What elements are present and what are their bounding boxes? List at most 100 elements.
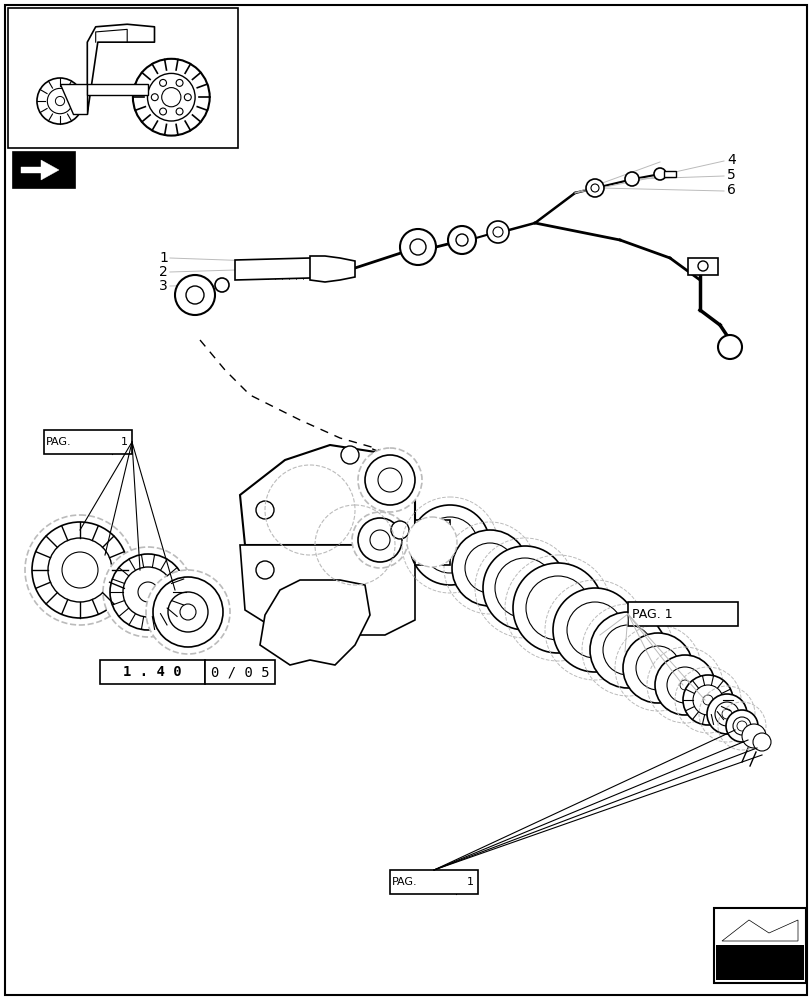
Polygon shape [240,445,414,545]
Text: PAG. 1: PAG. 1 [631,607,672,620]
Text: 0 / 0 5: 0 / 0 5 [210,665,269,679]
Circle shape [406,517,457,567]
Circle shape [495,558,554,618]
Bar [8,8,238,148]
Circle shape [752,733,770,751]
Text: 3: 3 [159,279,168,293]
Bar [663,171,676,177]
Circle shape [513,563,603,653]
Circle shape [48,538,112,602]
Circle shape [25,515,135,625]
Circle shape [702,695,712,705]
Polygon shape [234,258,318,280]
Circle shape [410,505,489,585]
Polygon shape [687,258,717,275]
Circle shape [603,625,652,675]
Circle shape [622,633,692,703]
Circle shape [400,229,436,265]
Circle shape [255,561,273,579]
Bar [44,430,132,454]
Text: 2: 2 [159,265,168,279]
Circle shape [666,667,702,703]
Circle shape [184,94,191,101]
Circle shape [255,501,273,519]
Bar [713,908,805,983]
Circle shape [161,88,181,107]
Circle shape [62,552,98,588]
Circle shape [175,275,215,315]
Polygon shape [260,580,370,665]
Circle shape [370,530,389,550]
Text: PAG.: PAG. [46,437,71,447]
Polygon shape [88,84,148,95]
Circle shape [109,554,186,630]
Text: 5: 5 [726,168,735,182]
Polygon shape [19,159,63,181]
Circle shape [176,79,182,86]
Circle shape [152,577,223,647]
Circle shape [526,576,590,640]
Circle shape [456,234,467,246]
Circle shape [180,604,195,620]
Circle shape [717,335,741,359]
Circle shape [168,592,208,632]
Circle shape [448,226,475,254]
Circle shape [682,675,732,725]
Circle shape [487,221,508,243]
Circle shape [103,547,193,637]
Circle shape [55,96,65,106]
Circle shape [138,582,158,602]
Circle shape [452,530,527,606]
Circle shape [391,521,409,539]
Circle shape [422,517,478,573]
Bar [13,152,75,188]
Text: PAG.: PAG. [392,877,417,887]
Circle shape [122,567,173,617]
Circle shape [590,184,599,192]
Circle shape [160,108,166,115]
Circle shape [341,446,358,464]
Circle shape [586,179,603,197]
Polygon shape [414,520,449,565]
Circle shape [133,59,209,136]
Text: 1: 1 [466,877,474,887]
Bar [204,660,275,684]
Circle shape [358,448,422,512]
Bar [389,870,478,894]
Circle shape [186,286,204,304]
Circle shape [483,546,566,630]
Circle shape [151,94,158,101]
Circle shape [706,694,746,734]
Circle shape [351,512,407,568]
Circle shape [654,655,714,715]
Circle shape [741,724,765,748]
Polygon shape [723,947,797,980]
Circle shape [590,612,665,688]
Circle shape [736,721,746,731]
Circle shape [148,73,195,121]
Circle shape [697,261,707,271]
Circle shape [714,702,738,726]
Circle shape [37,78,83,124]
Circle shape [679,680,689,690]
Text: 4: 4 [726,153,735,167]
Polygon shape [721,920,797,941]
Polygon shape [21,160,59,180]
Circle shape [47,88,72,114]
Circle shape [732,717,750,735]
Circle shape [692,685,722,715]
Bar [100,660,204,684]
Circle shape [566,602,622,658]
Circle shape [358,518,401,562]
Circle shape [215,278,229,292]
Circle shape [653,168,665,180]
Circle shape [160,79,166,86]
Circle shape [552,588,636,672]
Circle shape [341,616,358,634]
Bar [715,945,803,980]
Circle shape [410,239,426,255]
Text: 1: 1 [159,251,168,265]
Circle shape [465,543,514,593]
Circle shape [725,710,757,742]
Polygon shape [240,530,414,635]
